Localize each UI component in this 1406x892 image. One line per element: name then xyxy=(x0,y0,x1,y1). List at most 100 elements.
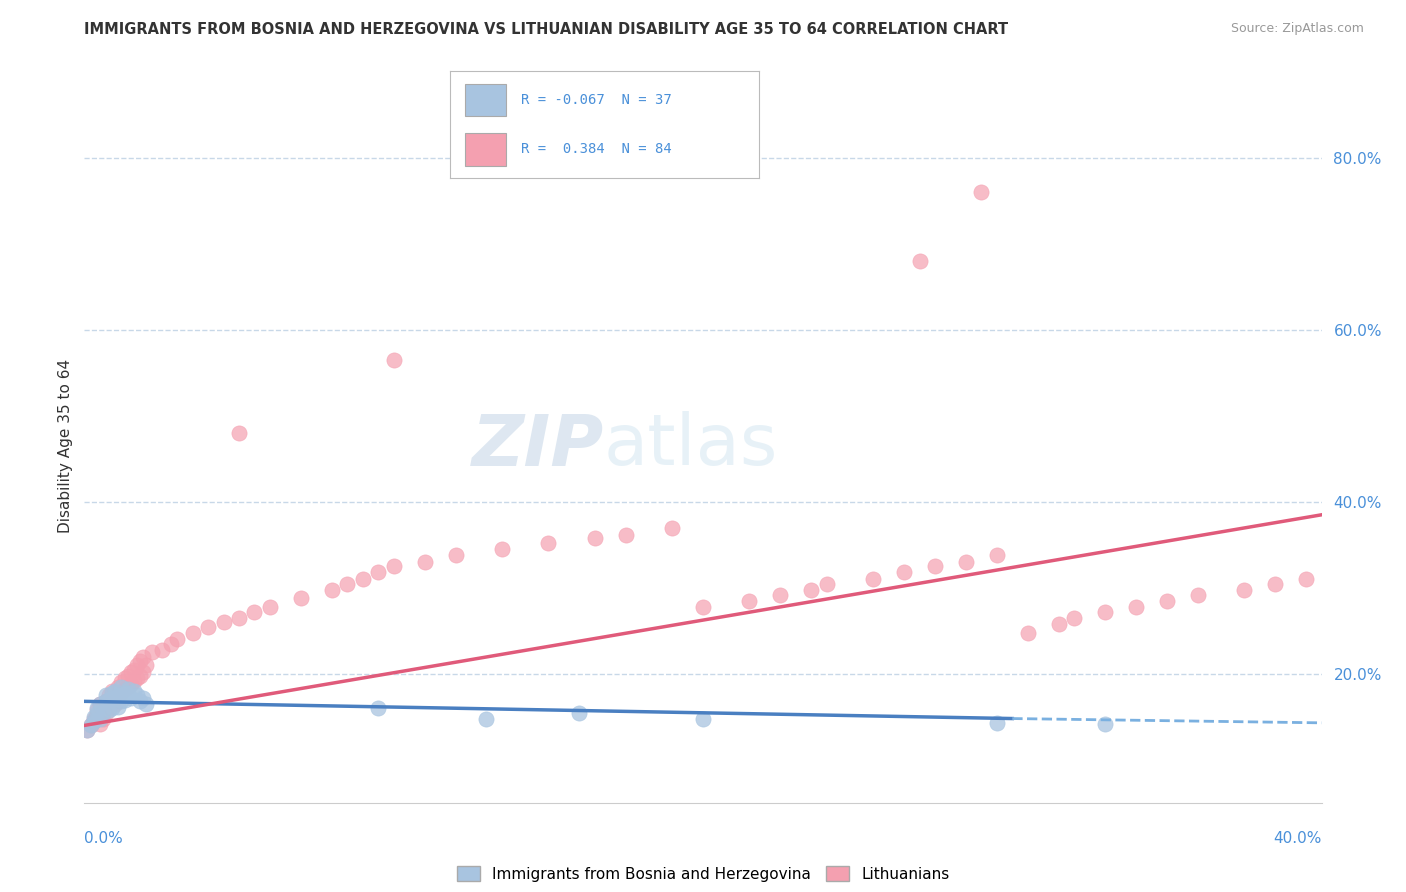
Point xyxy=(738,593,761,607)
Point xyxy=(107,699,129,714)
Text: Source: ZipAtlas.com: Source: ZipAtlas.com xyxy=(1230,22,1364,36)
Point xyxy=(107,694,129,708)
Point xyxy=(114,692,136,706)
Point xyxy=(568,706,591,720)
FancyBboxPatch shape xyxy=(465,134,506,166)
Point xyxy=(117,682,139,697)
Point xyxy=(83,714,105,728)
Point xyxy=(86,703,108,717)
Point xyxy=(537,536,560,550)
Point xyxy=(98,692,121,706)
Point xyxy=(583,531,606,545)
Point xyxy=(98,703,121,717)
Point xyxy=(114,671,136,685)
Point xyxy=(94,706,117,720)
Legend: Immigrants from Bosnia and Herzegovina, Lithuanians: Immigrants from Bosnia and Herzegovina, … xyxy=(450,860,956,888)
Point xyxy=(104,684,127,698)
Point xyxy=(1063,611,1085,625)
Text: 40.0%: 40.0% xyxy=(1274,831,1322,846)
Point xyxy=(117,668,139,682)
Point xyxy=(986,548,1008,562)
Point xyxy=(125,671,148,685)
Point xyxy=(160,637,183,651)
Point xyxy=(91,706,114,720)
Point xyxy=(475,712,498,726)
Point xyxy=(110,686,132,700)
Point xyxy=(166,632,188,647)
Point xyxy=(815,576,838,591)
Point xyxy=(290,591,312,606)
Point xyxy=(1156,593,1178,607)
Point xyxy=(970,186,993,200)
Point xyxy=(1233,582,1256,597)
Point xyxy=(181,625,204,640)
Point xyxy=(86,701,108,715)
Point xyxy=(79,718,101,732)
Point xyxy=(110,680,132,694)
Point xyxy=(1047,617,1070,632)
Point xyxy=(94,694,117,708)
Point xyxy=(125,658,148,673)
Point xyxy=(444,548,467,562)
Point xyxy=(141,645,163,659)
Point xyxy=(89,716,111,731)
Point xyxy=(382,559,405,574)
Point xyxy=(122,684,145,698)
Point xyxy=(101,686,124,700)
Point xyxy=(114,682,136,697)
Point xyxy=(101,701,124,715)
Point xyxy=(614,527,637,541)
Text: atlas: atlas xyxy=(605,411,779,481)
Point xyxy=(228,426,250,441)
Point xyxy=(1187,588,1209,602)
Point xyxy=(98,701,121,715)
Point xyxy=(107,680,129,694)
Point xyxy=(89,697,111,711)
Point xyxy=(769,588,792,602)
Point xyxy=(104,690,127,705)
Point xyxy=(107,689,129,703)
Point xyxy=(413,555,436,569)
Point xyxy=(212,615,235,630)
Point xyxy=(83,714,105,728)
Point xyxy=(661,521,683,535)
Point xyxy=(86,708,108,723)
Point xyxy=(924,559,946,574)
Point xyxy=(1264,576,1286,591)
Point xyxy=(259,599,281,614)
Point xyxy=(129,694,152,708)
Point xyxy=(243,605,266,619)
Point xyxy=(120,690,142,705)
Point xyxy=(79,718,101,732)
Point xyxy=(89,697,111,711)
Point xyxy=(117,689,139,703)
Point xyxy=(76,723,98,737)
Point xyxy=(692,712,714,726)
Point xyxy=(94,694,117,708)
Point xyxy=(91,701,114,715)
Point xyxy=(1094,716,1116,731)
Point xyxy=(491,542,513,557)
Point xyxy=(132,665,155,679)
Point xyxy=(352,572,374,586)
Point xyxy=(382,353,405,368)
Point xyxy=(893,566,915,580)
Point xyxy=(91,712,114,726)
Point xyxy=(101,692,124,706)
Point xyxy=(125,689,148,703)
Point xyxy=(89,712,111,726)
Point xyxy=(955,555,977,569)
Point xyxy=(110,694,132,708)
Y-axis label: Disability Age 35 to 64: Disability Age 35 to 64 xyxy=(58,359,73,533)
Point xyxy=(122,663,145,677)
Point xyxy=(104,689,127,703)
Point xyxy=(104,697,127,711)
Point xyxy=(83,710,105,724)
Point xyxy=(117,680,139,694)
FancyBboxPatch shape xyxy=(465,84,506,116)
Point xyxy=(135,697,157,711)
Point xyxy=(132,649,155,664)
Point xyxy=(150,642,173,657)
Point xyxy=(94,689,117,703)
Point xyxy=(321,582,343,597)
